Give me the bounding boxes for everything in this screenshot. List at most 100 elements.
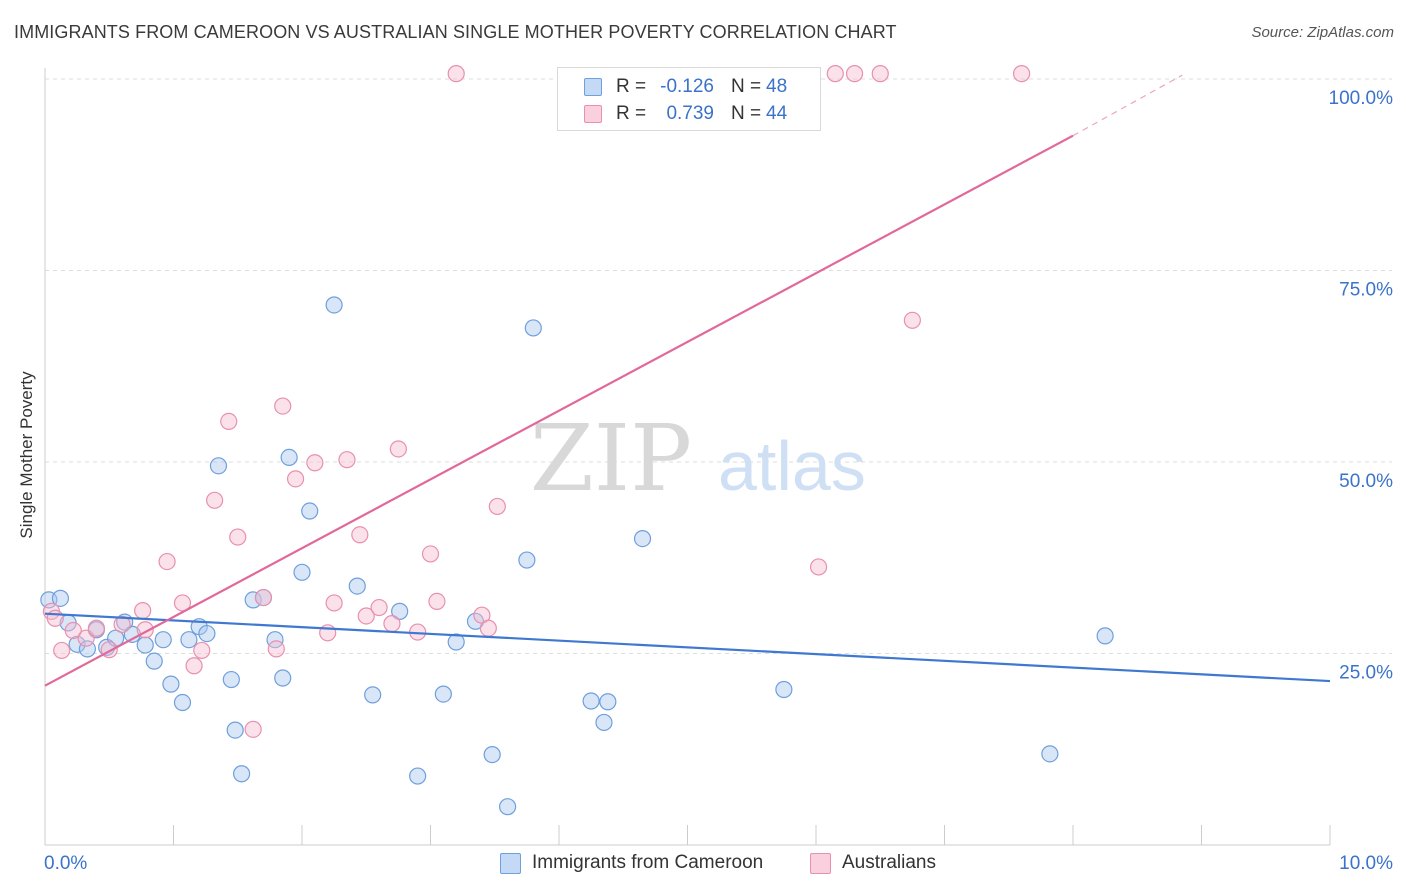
legend-n-value: 48 [766, 76, 788, 97]
data-point-australians [447, 65, 465, 83]
watermark-atlas: atlas [718, 427, 866, 505]
data-point-cameroon [447, 633, 465, 651]
data-point-australians [488, 497, 506, 516]
x-tick-label: 0.0% [44, 853, 87, 874]
data-point-cameroon [599, 693, 617, 711]
data-point-cameroon [136, 636, 154, 654]
data-point-australians [229, 528, 247, 546]
data-point-australians [53, 641, 71, 660]
legend-r-value: 0.739 [666, 103, 714, 124]
data-point-australians [113, 615, 131, 633]
legend-swatch-blue [500, 853, 521, 874]
data-point-cameroon [293, 563, 311, 581]
legend-label-cameroon: Immigrants from Cameroon [532, 852, 764, 873]
legend-row-cameroon: R = -0.126 N = 48 [558, 74, 820, 100]
data-point-cameroon [244, 591, 262, 609]
data-point-cameroon [595, 713, 613, 732]
data-point-australians [193, 641, 211, 660]
data-point-australians [77, 629, 95, 647]
data-point-australians [845, 65, 864, 83]
data-point-australians [1012, 65, 1031, 83]
data-point-australians [244, 720, 262, 738]
data-point-cameroon [180, 631, 198, 649]
data-point-australians [903, 311, 921, 329]
data-point-cameroon [582, 692, 600, 710]
data-point-australians [389, 440, 407, 458]
data-point-cameroon [391, 602, 409, 620]
data-point-australians [286, 470, 305, 488]
data-point-cameroon [1041, 745, 1059, 763]
legend-swatch-blue [584, 78, 602, 96]
legend-r-value: -0.126 [660, 76, 714, 97]
legend-label-australians: Australians [842, 852, 936, 873]
data-point-australians [871, 65, 889, 83]
data-point-australians [220, 412, 238, 431]
data-point-cameroon [518, 551, 536, 569]
legend-swatch-pink [810, 853, 831, 874]
data-point-australians [809, 558, 828, 576]
data-point-cameroon [1096, 627, 1114, 645]
data-point-cameroon [364, 686, 382, 704]
data-point-cameroon [209, 457, 228, 475]
chart-title: IMMIGRANTS FROM CAMEROON VS AUSTRALIAN S… [14, 22, 897, 42]
legend-r-label: R = [616, 76, 647, 97]
legend-r-label: R = [616, 103, 647, 124]
data-point-cameroon [348, 577, 366, 595]
correlation-legend: R = -0.126 N = 48 R = 0.739 N = 44 [557, 67, 821, 131]
data-point-cameroon [274, 669, 292, 687]
data-point-cameroon [633, 529, 652, 548]
data-point-australians [421, 545, 440, 563]
data-point-cameroon [325, 296, 343, 314]
data-point-cameroon [68, 635, 86, 653]
data-point-australians [357, 607, 375, 625]
data-point-australians [351, 526, 369, 544]
y-tick-label: 50.0% [1339, 471, 1393, 492]
data-point-cameroon [233, 765, 251, 783]
data-point-cameroon [434, 685, 452, 703]
data-point-australians [64, 621, 82, 640]
series-legend: Immigrants from Cameroon Australians [0, 851, 1406, 877]
data-point-cameroon [51, 589, 70, 607]
data-point-cameroon [280, 448, 298, 467]
data-point-australians [46, 609, 64, 627]
data-point-cameroon [173, 693, 192, 712]
data-point-cameroon [145, 652, 163, 670]
data-point-cameroon [524, 319, 542, 337]
data-point-australians [206, 491, 224, 509]
data-point-australians [274, 397, 292, 415]
data-point-australians [383, 615, 401, 633]
data-point-australians [158, 552, 176, 571]
data-point-cameroon [301, 502, 319, 520]
y-tick-label: 25.0% [1339, 663, 1393, 684]
data-point-cameroon [162, 675, 180, 693]
data-point-australians [87, 619, 106, 637]
data-point-australians [185, 657, 203, 675]
data-point-australians [338, 451, 356, 469]
data-point-cameroon [483, 746, 501, 764]
data-point-cameroon [154, 631, 172, 649]
data-point-australians [254, 588, 273, 607]
data-point-cameroon [226, 721, 244, 739]
data-point-australians [370, 598, 388, 617]
watermark-zip: ZIP [530, 405, 692, 512]
data-point-cameroon [499, 798, 517, 816]
y-tick-label: 100.0% [1329, 88, 1394, 109]
data-point-australians [267, 640, 285, 658]
y-tick-label: 75.0% [1339, 280, 1393, 301]
trend-line-cameroon [44, 612, 1331, 683]
legend-row-australians: R = 0.739 N = 44 [558, 101, 820, 127]
data-point-cameroon [222, 670, 240, 689]
data-point-cameroon [409, 767, 427, 785]
data-point-australians [428, 592, 446, 611]
data-point-australians [325, 594, 343, 612]
data-point-australians [134, 602, 152, 620]
source-credit: Source: ZipAtlas.com [1251, 24, 1394, 41]
data-point-australians [826, 65, 844, 83]
data-point-cameroon [198, 624, 216, 643]
legend-n-label: N = [731, 76, 762, 97]
data-point-australians [306, 454, 324, 472]
legend-n-value: 44 [766, 103, 788, 124]
trend-line-extension-australians [1072, 74, 1183, 137]
data-point-cameroon [775, 680, 793, 699]
